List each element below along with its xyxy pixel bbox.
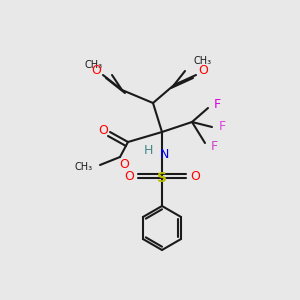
Text: O: O bbox=[190, 170, 200, 184]
Text: O: O bbox=[198, 64, 208, 77]
Text: S: S bbox=[157, 171, 167, 185]
Text: H: H bbox=[143, 145, 153, 158]
Text: F: F bbox=[210, 140, 218, 152]
Text: F: F bbox=[213, 98, 220, 112]
Text: F: F bbox=[218, 121, 226, 134]
Text: O: O bbox=[119, 158, 129, 170]
Text: CH₃: CH₃ bbox=[194, 56, 212, 66]
Text: CH₃: CH₃ bbox=[85, 60, 103, 70]
Text: O: O bbox=[91, 64, 101, 77]
Text: N: N bbox=[159, 148, 169, 161]
Text: O: O bbox=[98, 124, 108, 136]
Text: O: O bbox=[124, 170, 134, 184]
Text: CH₃: CH₃ bbox=[75, 162, 93, 172]
